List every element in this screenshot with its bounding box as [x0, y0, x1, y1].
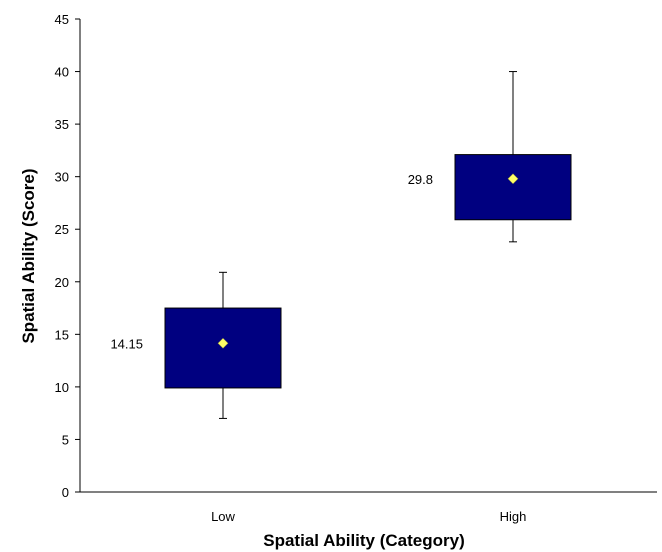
mean-marker: [507, 173, 519, 185]
y-tick-label: 20: [55, 275, 69, 290]
y-tick-label: 25: [55, 222, 69, 237]
x-category-label: High: [500, 509, 527, 524]
y-tick-label: 0: [62, 485, 69, 500]
boxes: 14.15 29.8: [110, 71, 572, 419]
box-iqr: [454, 154, 572, 221]
x-category-label: Low: [211, 509, 235, 524]
y-tick-label: 40: [55, 65, 69, 80]
y-tick-label: 5: [62, 432, 69, 447]
x-axis: Low High: [80, 491, 657, 524]
x-axis-title: Spatial Ability (Category): [263, 531, 465, 550]
y-tick-label: 30: [55, 170, 69, 185]
mean-value-label: 14.15: [110, 336, 143, 351]
y-tick-label: 35: [55, 117, 69, 132]
box-low: 14.15: [110, 271, 282, 419]
mean-marker: [217, 337, 229, 349]
mean-value-label: 29.8: [408, 172, 433, 187]
y-axis: 0 5 10 15 20 25 30 35 40 45: [55, 12, 81, 500]
y-axis-title: Spatial Ability (Score): [19, 168, 38, 343]
y-tick-label: 15: [55, 327, 69, 342]
y-tick-label: 10: [55, 380, 69, 395]
box-high: 29.8: [408, 71, 572, 243]
y-tick-label: 45: [55, 12, 69, 27]
